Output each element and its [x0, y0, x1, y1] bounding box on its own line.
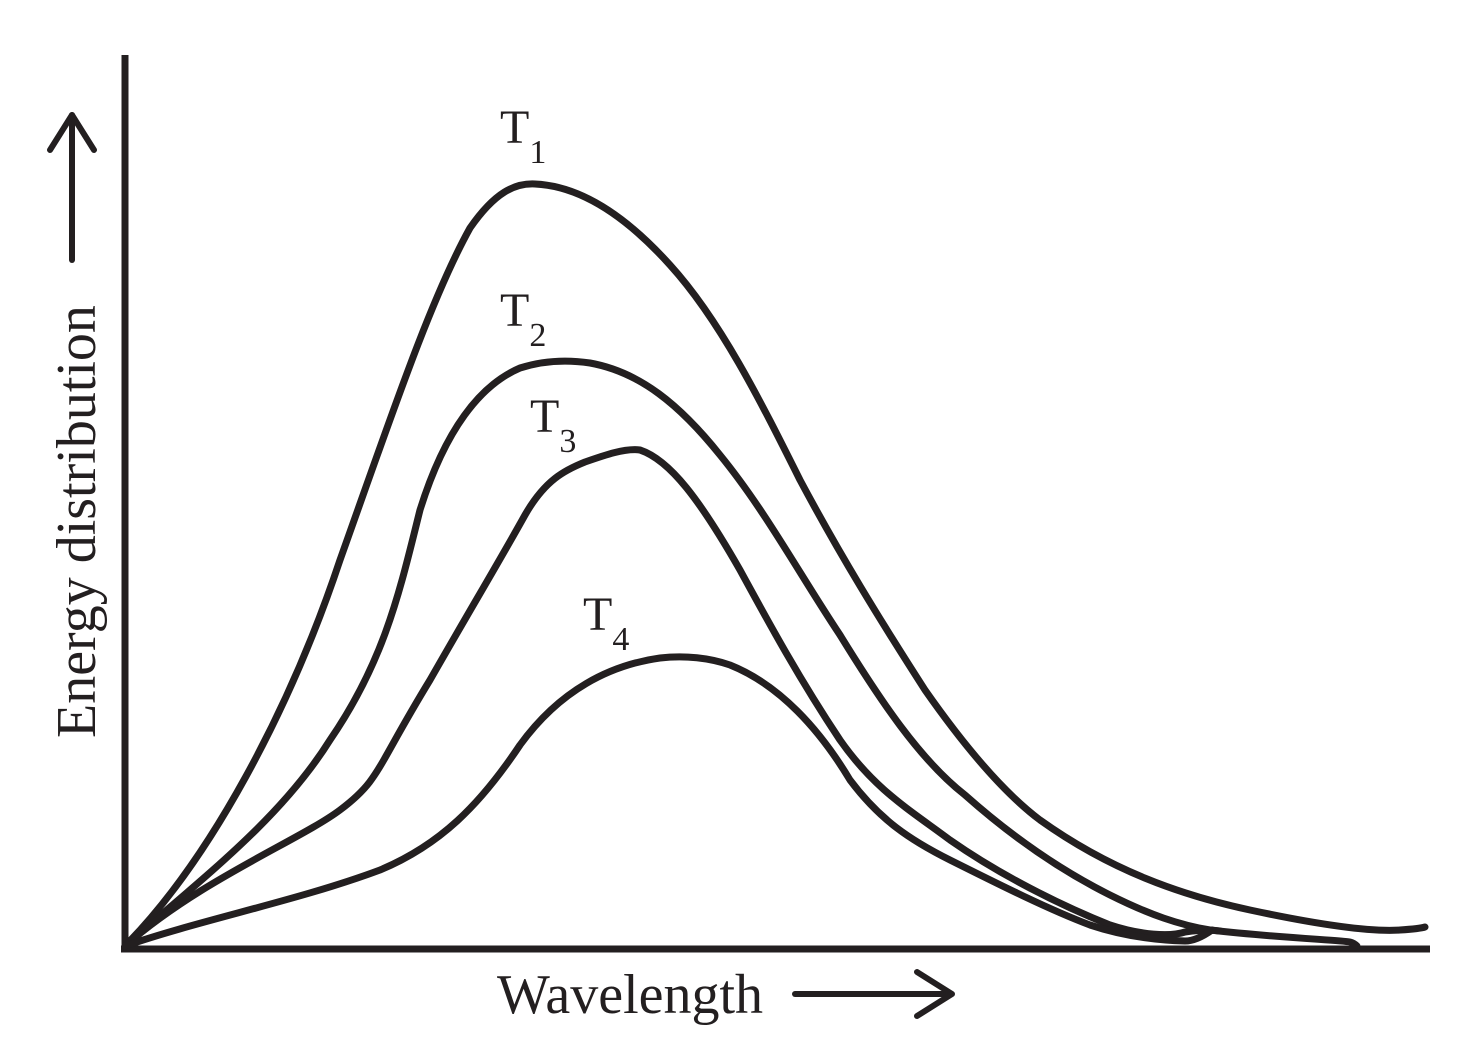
x-axis-arrow-icon [792, 969, 955, 1019]
curve-t1 [121, 180, 1429, 950]
curve-label-t3: T3 [530, 390, 576, 460]
x-axis-label: Wavelength [497, 964, 763, 1026]
curve-t3 [121, 446, 1224, 950]
curve-t2 [121, 357, 1361, 950]
curve-label-t4: T4 [583, 588, 629, 658]
curve-t4 [121, 653, 1216, 950]
curve-label-t2: T2 [500, 284, 546, 354]
curve-label-t1: T1 [500, 101, 546, 171]
y-axis-arrow-icon [47, 112, 97, 263]
y-axis-label: Energy distribution [46, 305, 108, 738]
